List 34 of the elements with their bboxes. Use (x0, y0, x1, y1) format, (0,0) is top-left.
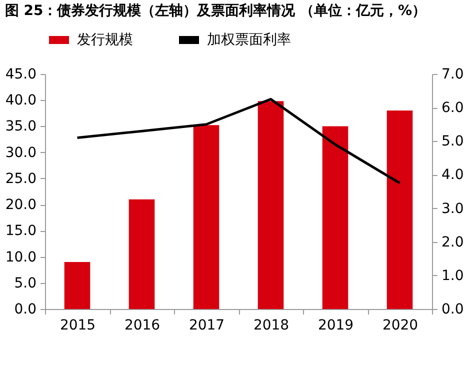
y-tick-label: 15.0 (5, 223, 36, 240)
y-tick-label: 10.0 (5, 249, 36, 266)
y2-tick-label: 2.0 (442, 234, 464, 250)
line-series (76, 98, 401, 184)
y-tick-label: 45.0 (5, 66, 36, 82)
chart-title: 图 25：债券发行规模（左轴）及票面利率情况 （单位：亿元，%） (4, 2, 426, 19)
y2-tick-label: 7.0 (442, 66, 464, 82)
bar (322, 126, 348, 309)
y2-tick-label: 0.0 (442, 302, 464, 318)
x-tick-label: 2018 (253, 318, 290, 334)
y-tick-label: 5.0 (14, 275, 36, 292)
bar (193, 125, 220, 309)
bar (128, 199, 155, 309)
y2-tick-label: 1.0 (442, 268, 464, 284)
y2-tick-label: 3.0 (442, 200, 464, 217)
y2-tick-label: 6.0 (442, 100, 464, 116)
legend-label: 加权票面利率 (207, 32, 291, 48)
y-tick-label: 40.0 (5, 92, 36, 109)
y2-tick-label: 4.0 (442, 167, 464, 184)
legend-label: 发行规模 (77, 32, 133, 48)
bar (386, 110, 413, 309)
x-tick-label: 2017 (188, 318, 225, 334)
x-tick-label: 2016 (124, 318, 160, 334)
y-tick-label: 35.0 (5, 118, 36, 135)
bar (64, 262, 90, 309)
y-tick-label: 30.0 (5, 144, 36, 161)
x-tick-label: 2015 (60, 318, 96, 334)
x-tick-label: 2019 (318, 318, 354, 334)
y-tick-label: 20.0 (5, 197, 36, 214)
bar (258, 101, 284, 309)
y2-tick-label: 5.0 (442, 134, 464, 150)
y-tick-label: 25.0 (5, 170, 36, 187)
x-tick-label: 2020 (382, 318, 418, 334)
y-tick-label: 0.0 (14, 302, 36, 318)
